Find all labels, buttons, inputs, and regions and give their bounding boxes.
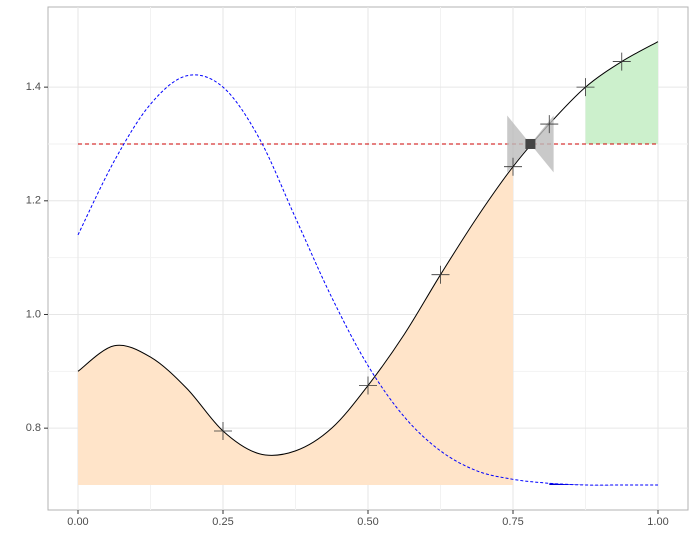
point — [576, 78, 595, 97]
point — [504, 157, 523, 176]
line — [77, 74, 659, 486]
x-tick-label: 1.00 — [647, 516, 668, 528]
point — [431, 265, 450, 284]
x-tick-label: 0.25 — [212, 516, 233, 528]
y-tick-label: 1.0 — [26, 308, 41, 320]
area — [585, 41, 659, 144]
y-tick-label: 1.4 — [26, 81, 41, 93]
point — [359, 376, 377, 395]
point — [612, 52, 631, 71]
x-tick-label: 0.50 — [357, 516, 378, 528]
y-tick-label: 0.8 — [26, 422, 41, 434]
x-tick-label: 0.00 — [67, 516, 88, 528]
x-tick-label: 0.75 — [502, 516, 523, 528]
point — [540, 115, 559, 134]
bowtie-center — [525, 138, 536, 149]
point — [213, 421, 232, 440]
y-tick-label: 1.2 — [26, 195, 41, 207]
area — [77, 166, 514, 485]
